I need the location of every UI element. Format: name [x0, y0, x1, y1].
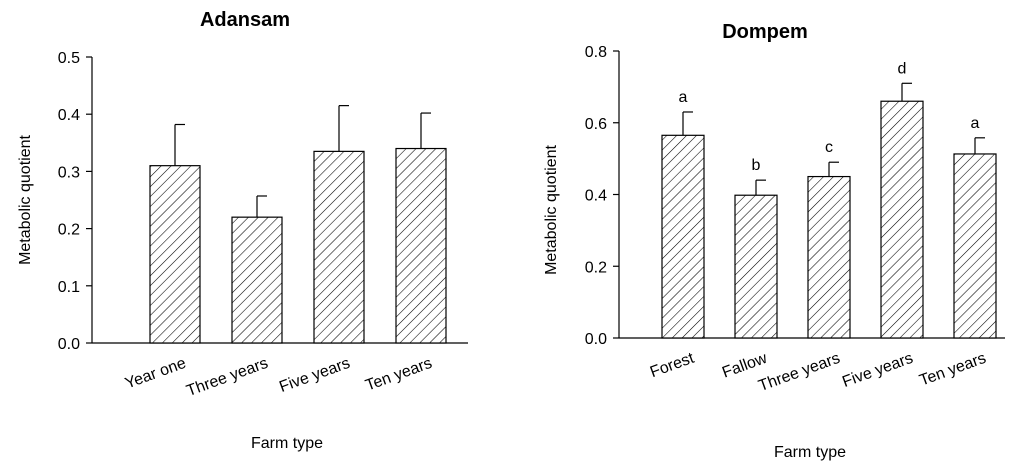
bar — [880, 100, 924, 339]
significance-label: b — [752, 157, 761, 174]
bar — [149, 165, 201, 344]
x-tick-label: Forest — [648, 350, 697, 382]
chart-title: Dompem — [722, 21, 808, 43]
x-tick-label: Three years — [184, 355, 270, 400]
x-tick-label: Three years — [756, 350, 842, 395]
significance-label: a — [679, 89, 688, 106]
significance-label: a — [971, 115, 980, 132]
bar — [953, 153, 997, 339]
x-tick-label: Five years — [277, 355, 352, 396]
bar — [313, 150, 365, 344]
bar — [807, 175, 851, 339]
significance-label: c — [825, 139, 833, 156]
x-axis-label: Farm type — [774, 444, 846, 461]
chart-adansam: Adansam Metabolic quotient Farm type 0.0… — [17, 9, 468, 452]
y-tick-label: 0.5 — [58, 50, 80, 67]
y-tick-label: 0.8 — [585, 44, 607, 61]
chart-dompem: Dompem Metabolic quotient Farm type 0.0 0… — [543, 21, 1005, 461]
y-axis-label: Metabolic quotient — [17, 135, 34, 265]
x-tick-label: Ten years — [917, 350, 988, 390]
y-tick-label: 0.6 — [585, 116, 607, 133]
y-tick-label: 0.3 — [58, 164, 80, 181]
x-tick-label: Ten years — [363, 355, 434, 395]
chart-title: Adansam — [200, 9, 290, 31]
significance-label: d — [898, 60, 907, 77]
bar — [661, 134, 705, 339]
y-axis-label: Metabolic quotient — [543, 145, 560, 275]
bar — [231, 216, 283, 344]
y-tick-label: 0.4 — [585, 188, 607, 205]
y-tick-label: 0.4 — [58, 107, 80, 124]
x-axis-label: Farm type — [251, 435, 323, 452]
x-tick-label: Five years — [840, 350, 915, 391]
x-tick-label: Year one — [123, 355, 189, 393]
y-tick-label: 0.1 — [58, 279, 80, 296]
y-tick-label: 0.2 — [58, 222, 80, 239]
bar — [734, 194, 778, 339]
y-tick-label: 0.0 — [585, 331, 607, 348]
y-tick-label: 0.2 — [585, 259, 607, 276]
bar — [395, 147, 447, 344]
y-tick-label: 0.0 — [58, 336, 80, 353]
